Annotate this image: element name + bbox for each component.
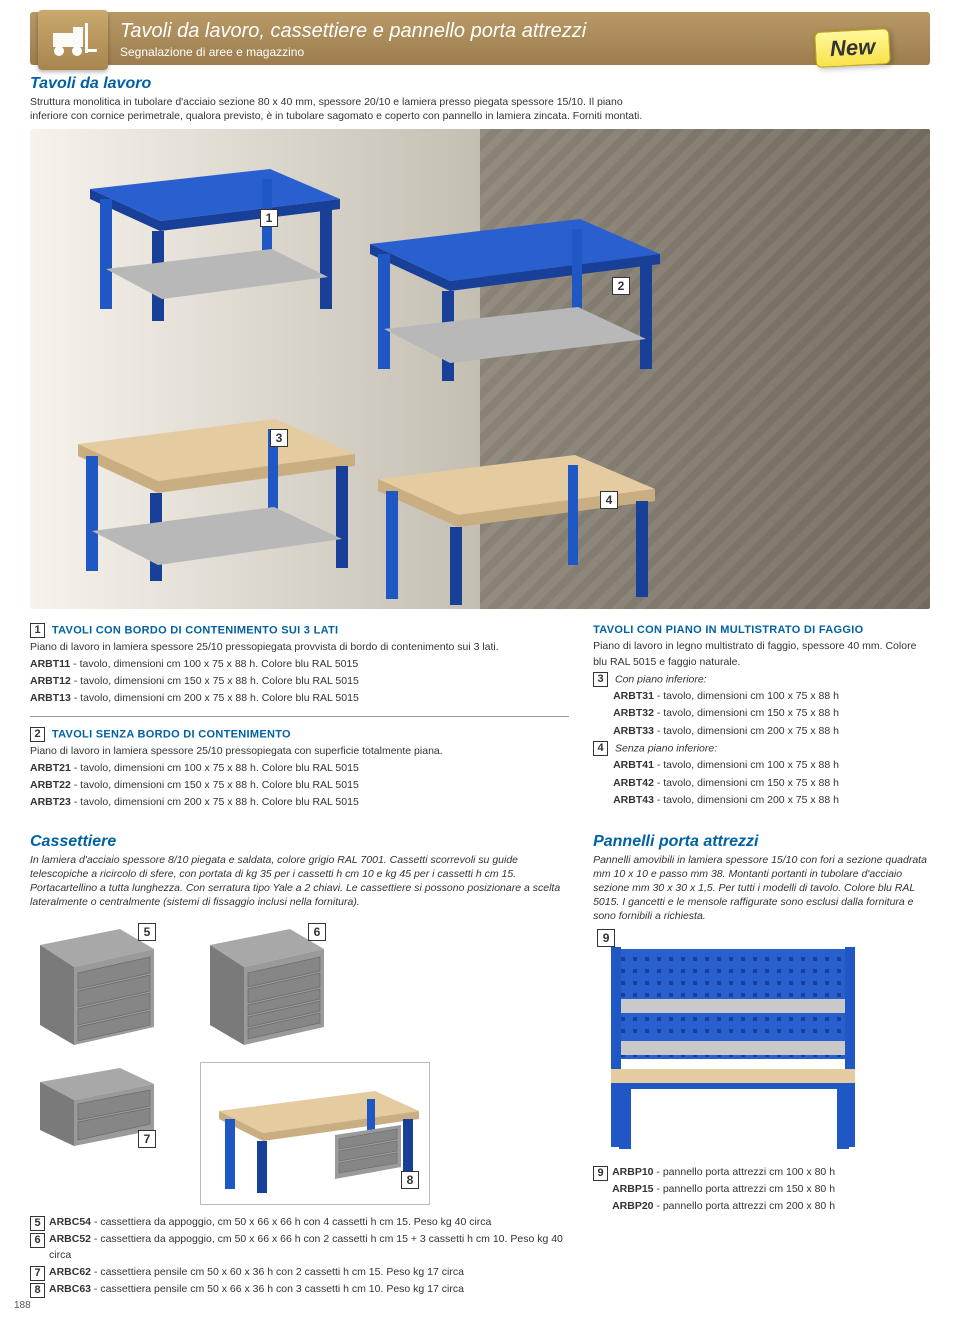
pannello-illustration: 9 [593, 929, 873, 1159]
block3-l3: ARBT33 - tavolo, dimensioni cm 200 x 75 … [593, 724, 930, 739]
cabinet-7: 7 [30, 1062, 160, 1205]
hero-image-area: 1 2 3 [30, 129, 930, 609]
cabinet-8: 8 [200, 1062, 430, 1205]
block3-desc: Piano di lavoro in legno multistrato di … [593, 639, 930, 669]
section-title-tavoli: Tavoli da lavoro [30, 75, 930, 93]
block-tavoli-faggio: TAVOLI CON PIANO IN MULTISTRATO DI FAGGI… [593, 623, 930, 808]
cassettiere-intro: In lamiera d'acciaio spessore 8/10 piega… [30, 853, 569, 910]
block1-desc: Piano di lavoro in lamiera spessore 25/1… [30, 640, 569, 655]
cabinet-6: 6 [200, 919, 330, 1052]
block2-l3: ARBT23 - tavolo, dimensioni cm 200 x 75 … [30, 795, 569, 810]
table-illustration-4 [360, 439, 660, 609]
num-2: 2 [30, 727, 45, 742]
block3-sub4: Senza piano inferiore: [615, 742, 717, 754]
spec-arbc54: ARBC54 - cassettiera da appoggio, cm 50 … [49, 1215, 491, 1231]
block2-l1: ARBT21 - tavolo, dimensioni cm 100 x 75 … [30, 761, 569, 776]
block3-l6: ARBT43 - tavolo, dimensioni cm 200 x 75 … [593, 793, 930, 808]
forklift-icon [38, 10, 108, 70]
hero-label-1: 1 [260, 209, 278, 227]
header-band: Tavoli da lavoro, cassettiere e pannello… [30, 12, 930, 65]
block2-l2: ARBT22 - tavolo, dimensioni cm 150 x 75 … [30, 778, 569, 793]
block3-l5: ARBT42 - tavolo, dimensioni cm 150 x 75 … [593, 776, 930, 791]
cassettiere-specs: 5ARBC54 - cassettiera da appoggio, cm 50… [30, 1215, 569, 1298]
hero-label-3: 3 [270, 429, 288, 447]
block3-sub3: Con piano inferiore: [615, 673, 707, 685]
block2-desc: Piano di lavoro in lamiera spessore 25/1… [30, 744, 569, 759]
block1-title: TAVOLI CON BORDO DI CONTENIMENTO SUI 3 L… [52, 625, 338, 637]
spec-arbp10: ARBP10 - pannello porta attrezzi cm 100 … [612, 1165, 835, 1181]
new-badge: New [814, 28, 891, 68]
section-title-cassettiere: Cassettiere [30, 833, 569, 851]
block1-l3: ARBT13 - tavolo, dimensioni cm 200 x 75 … [30, 691, 569, 706]
cabinet-5: 5 [30, 919, 160, 1052]
spec-arbc62: ARBC62 - cassettiera pensile cm 50 x 60 … [49, 1265, 464, 1281]
block3-l4: ARBT41 - tavolo, dimensioni cm 100 x 75 … [593, 758, 930, 773]
tavoli-intro: Struttura monolitica in tubolare d'accia… [30, 95, 650, 123]
section-title-pannelli: Pannelli porta attrezzi [593, 833, 930, 851]
num-4: 4 [593, 741, 608, 756]
block1-l2: ARBT12 - tavolo, dimensioni cm 150 x 75 … [30, 674, 569, 689]
pannelli-specs: 9ARBP10 - pannello porta attrezzi cm 100… [593, 1165, 930, 1215]
block3-l1: ARBT31 - tavolo, dimensioni cm 100 x 75 … [593, 689, 930, 704]
hero-label-4: 4 [600, 491, 618, 509]
num-3: 3 [593, 672, 608, 687]
block3-l2: ARBT32 - tavolo, dimensioni cm 150 x 75 … [593, 706, 930, 721]
table-illustration-1 [70, 149, 350, 329]
page-subtitle: Segnalazione di aree e magazzino [120, 45, 916, 59]
page-title: Tavoli da lavoro, cassettiere e pannello… [120, 20, 916, 43]
num-1: 1 [30, 623, 45, 638]
spec-arbp15: ARBP15 - pannello porta attrezzi cm 150 … [612, 1182, 835, 1198]
pannelli-intro: Pannelli amovibili in lamiera spessore 1… [593, 853, 930, 924]
spec-arbc52: ARBC52 - cassettiera da appoggio, cm 50 … [49, 1232, 569, 1264]
block2-title: TAVOLI SENZA BORDO DI CONTENIMENTO [52, 729, 291, 741]
block1-l1: ARBT11ARBT11 - tavolo, dimensioni cm 100… [30, 657, 569, 672]
page-number: 188 [14, 1300, 31, 1311]
block-tavoli-bordo: 1 TAVOLI CON BORDO DI CONTENIMENTO SUI 3… [30, 623, 569, 810]
spec-arbp20: ARBP20 - pannello porta attrezzi cm 200 … [612, 1199, 835, 1215]
block3-title: TAVOLI CON PIANO IN MULTISTRATO DI FAGGI… [593, 624, 863, 636]
table-illustration-3 [60, 399, 360, 589]
spec-arbc63: ARBC63 - cassettiera pensile cm 50 x 66 … [49, 1282, 464, 1298]
hero-label-2: 2 [612, 277, 630, 295]
